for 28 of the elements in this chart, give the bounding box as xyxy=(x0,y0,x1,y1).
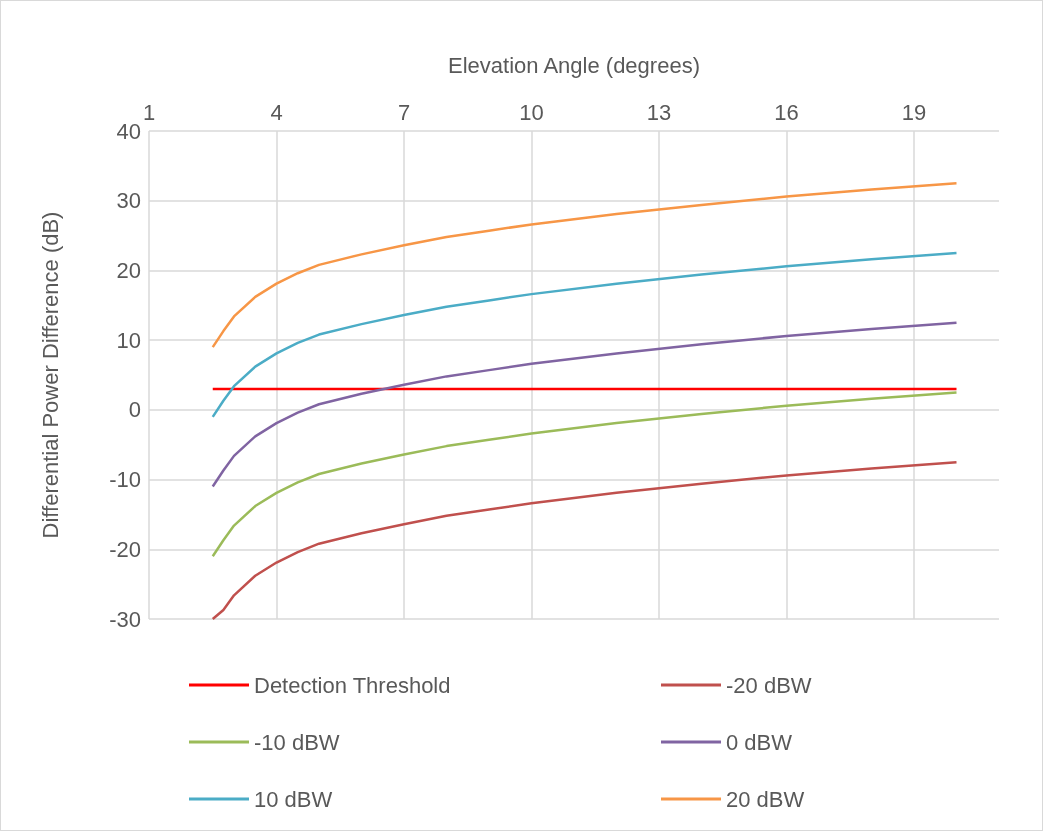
y-tick-label: -10 xyxy=(109,467,141,493)
line-series xyxy=(211,460,958,621)
line-series xyxy=(211,391,958,558)
x-axis-title: Elevation Angle (degrees) xyxy=(448,52,700,78)
y-axis-title: Differential Power Difference (dB) xyxy=(37,211,63,539)
y-tick-label: 10 xyxy=(116,327,141,353)
y-tick-label: 30 xyxy=(116,188,141,214)
line-series xyxy=(211,251,958,419)
legend-label: 20 dBW xyxy=(726,786,805,812)
line-series xyxy=(211,321,958,488)
legend-label: 0 dBW xyxy=(726,729,793,755)
y-tick-label: -20 xyxy=(109,536,141,562)
x-tick-label: 4 xyxy=(270,99,283,125)
x-tick-label: 1 xyxy=(142,99,156,125)
x-tick-label: 19 xyxy=(901,99,927,125)
y-tick-label: 20 xyxy=(116,257,141,283)
x-tick-label: 13 xyxy=(646,99,672,125)
legend-label: -20 dBW xyxy=(726,672,812,698)
legend-label: 10 dBW xyxy=(254,786,333,812)
legend-label: -10 dBW xyxy=(254,729,340,755)
x-tick-label: 10 xyxy=(519,99,544,125)
x-tick-label: 7 xyxy=(397,99,411,125)
y-tick-label: 40 xyxy=(116,118,141,144)
y-tick-label: 0 xyxy=(128,397,141,423)
line-series xyxy=(211,182,958,349)
legend-label: Detection Threshold xyxy=(254,672,451,698)
x-tick-label: 16 xyxy=(774,99,799,125)
y-tick-label: -30 xyxy=(109,606,141,632)
